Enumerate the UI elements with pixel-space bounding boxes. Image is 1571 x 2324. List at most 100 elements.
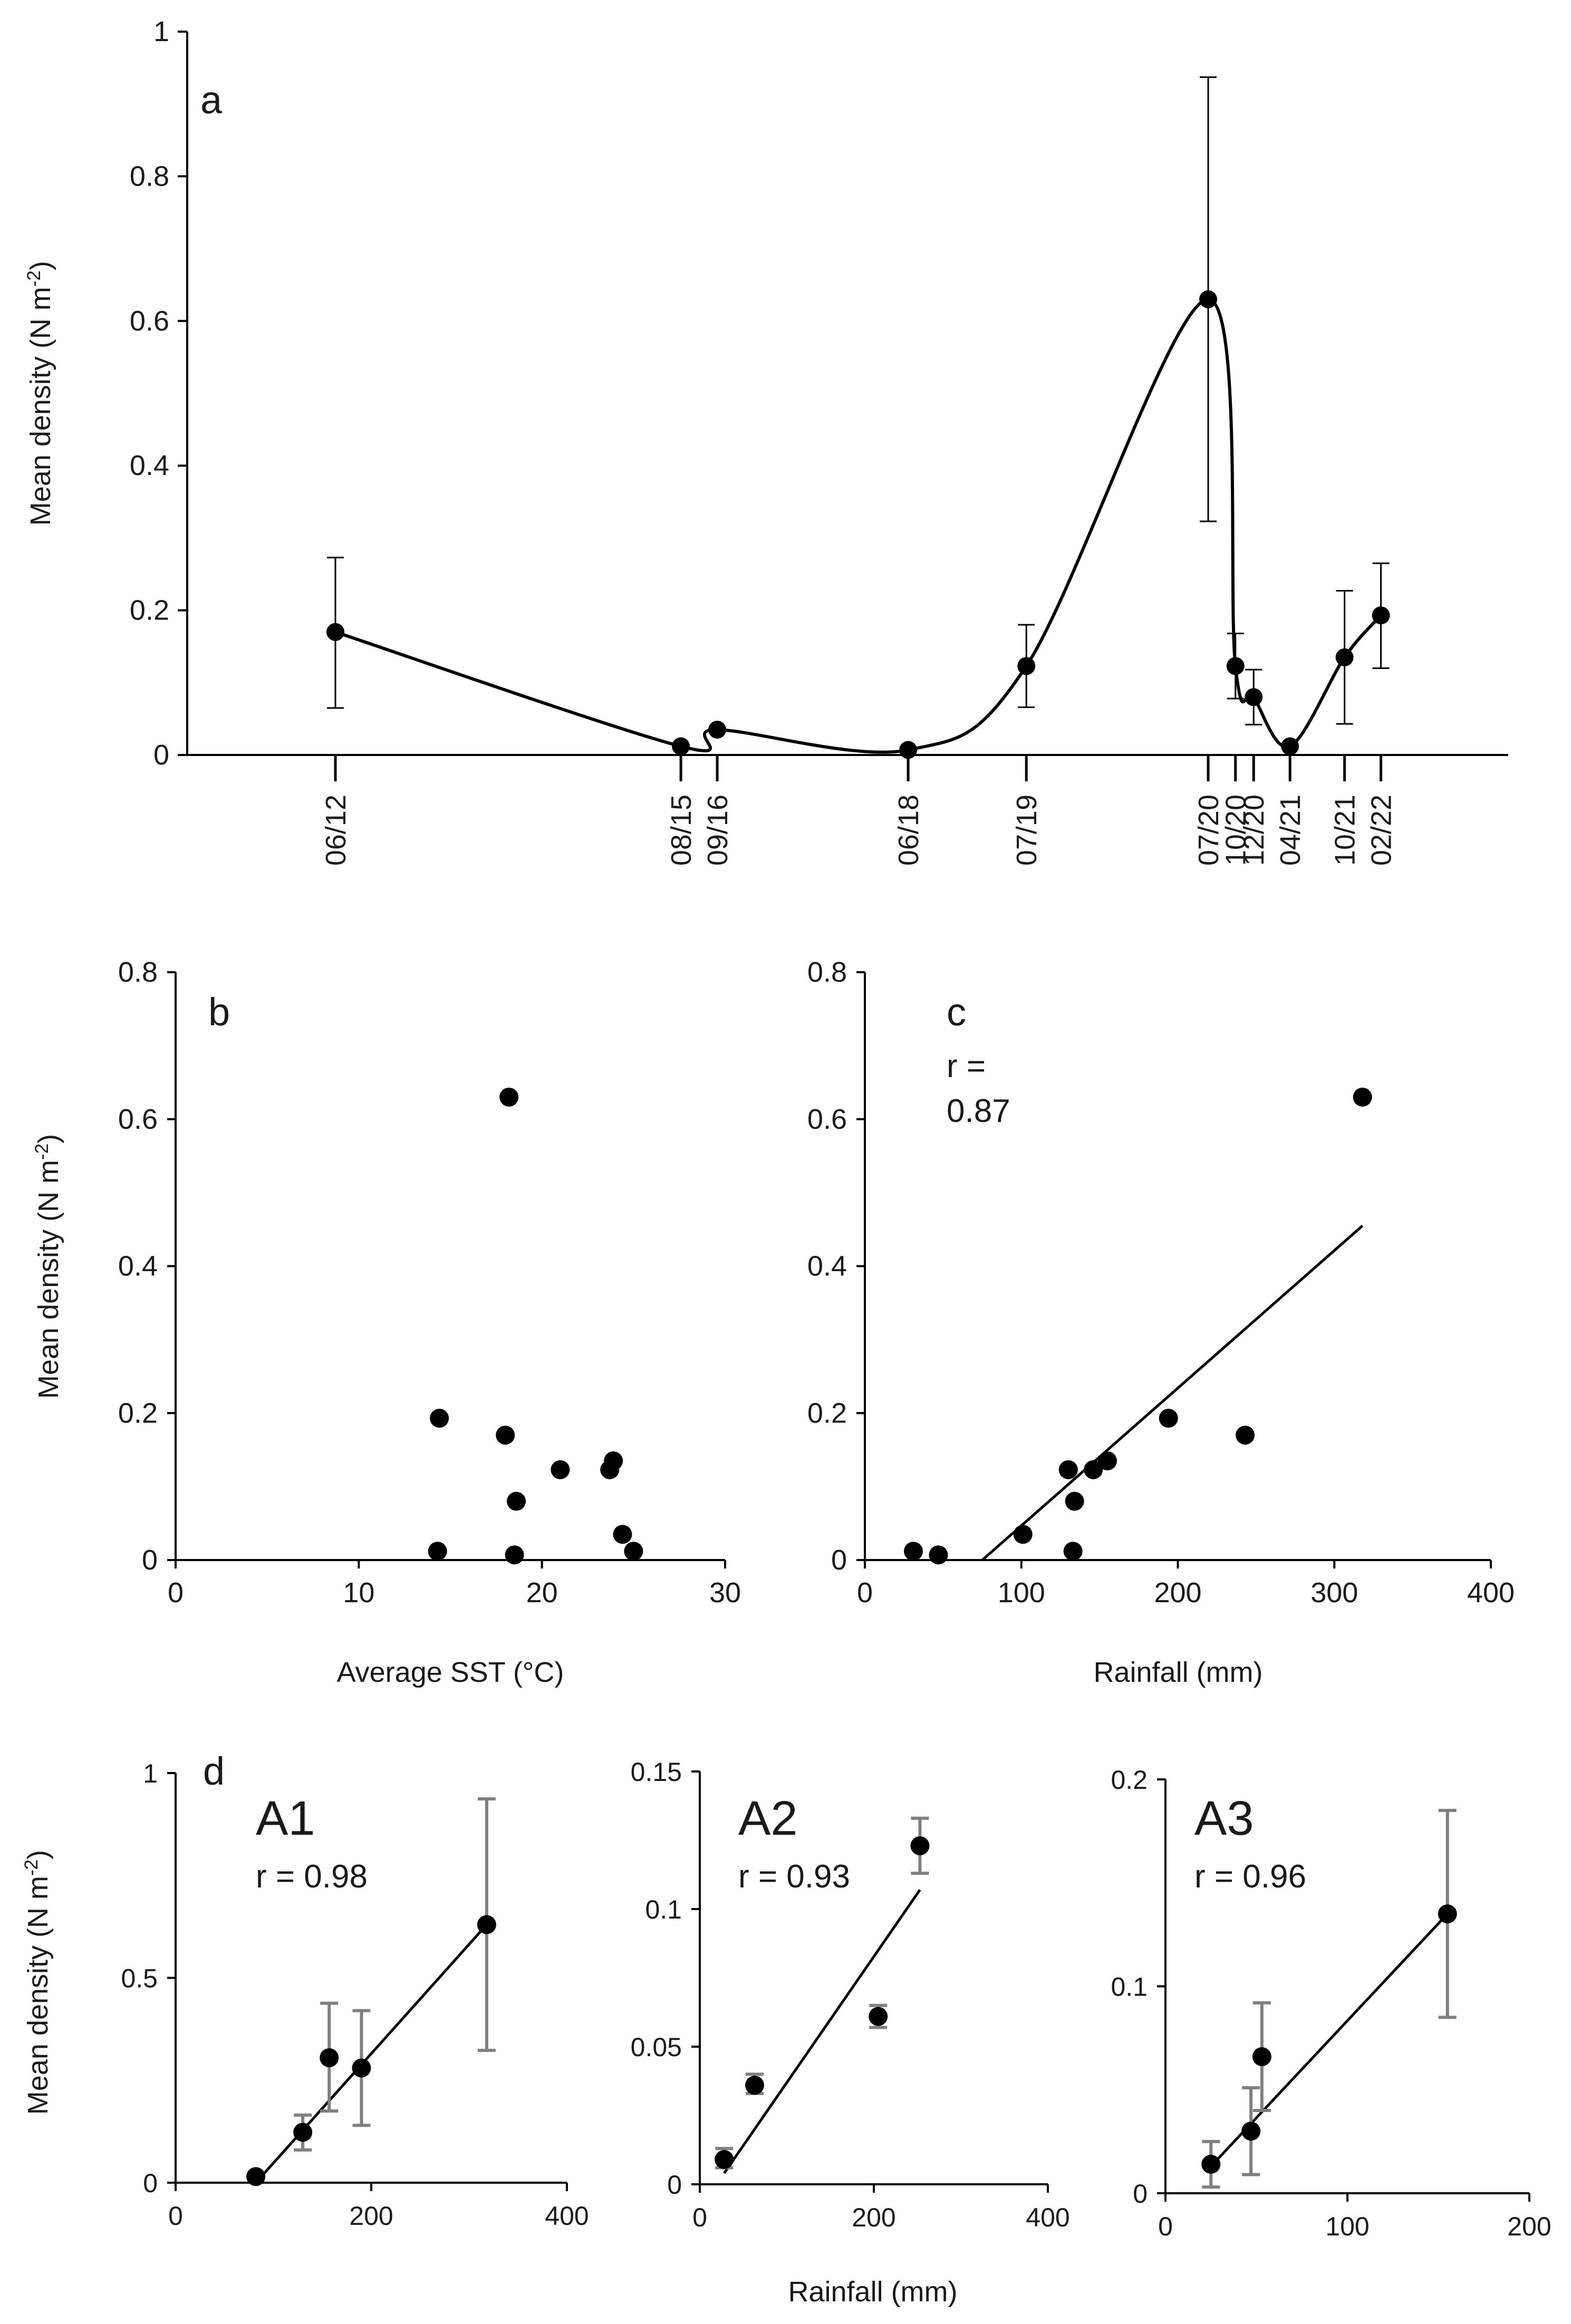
panel-d-A2-x-tick-label: 0 bbox=[692, 2203, 707, 2232]
panel-a-label: a bbox=[200, 78, 223, 122]
panel-d-A1-x-tick-label: 0 bbox=[168, 2201, 183, 2231]
panel-c-y-tick-label: 0.4 bbox=[807, 1251, 847, 1282]
panel-a-y-tick-label: 0.6 bbox=[130, 305, 169, 337]
panel-c-point bbox=[1058, 1460, 1078, 1479]
panel-b-y-tick-label: 0 bbox=[142, 1544, 158, 1576]
panel-d-A2-point bbox=[869, 2007, 888, 2026]
panel-a-date-label: 08/15 bbox=[666, 795, 697, 866]
panel-a-point bbox=[1335, 648, 1354, 666]
panel-a-date-label: 09/16 bbox=[702, 795, 734, 866]
panel-b-point bbox=[613, 1525, 632, 1544]
panel-b-point bbox=[507, 1492, 526, 1511]
panel-a-y-tick-label: 0.2 bbox=[130, 595, 169, 626]
panel-c-point bbox=[1084, 1460, 1103, 1479]
panel-a-y-axis-label: Mean density (N m-2) bbox=[24, 261, 57, 526]
panel-c-point bbox=[1236, 1426, 1255, 1445]
panel-d-A1-point bbox=[293, 2123, 313, 2142]
panel-d-A1-point bbox=[477, 1915, 496, 1934]
panel-d-A1-x-tick-label: 400 bbox=[545, 2201, 589, 2231]
panel-d-A2-y-tick-label: 0.05 bbox=[631, 2032, 682, 2062]
panel-d-y-axis-label: Mean density (N m-2) bbox=[21, 1850, 54, 2115]
panel-c-y-tick-label: 0.2 bbox=[807, 1397, 847, 1429]
panel-d-label: d bbox=[203, 1749, 225, 1793]
panel-d-A2-x-tick-label: 400 bbox=[1026, 2203, 1069, 2232]
panel-c-point bbox=[1063, 1542, 1083, 1561]
panel-c-point bbox=[1065, 1492, 1084, 1511]
panel-c-x-tick-label: 100 bbox=[998, 1577, 1045, 1609]
panel-c-r-label: r = bbox=[947, 1048, 986, 1084]
panel-a-y-tick-label: 0.8 bbox=[130, 160, 169, 192]
panel-c-x-tick-label: 0 bbox=[857, 1577, 873, 1609]
panel-c-y-tick-label: 0.8 bbox=[807, 956, 847, 988]
panel-d-A3-x-tick-label: 100 bbox=[1325, 2212, 1369, 2241]
panel-d-A1-title: A1 bbox=[256, 1792, 315, 1845]
panel-b-point bbox=[430, 1409, 449, 1428]
panel-b-x-tick-label: 10 bbox=[343, 1577, 374, 1609]
panel-c-point bbox=[1097, 1451, 1117, 1470]
panel-c-y-tick-label: 0.6 bbox=[807, 1103, 847, 1135]
panel-d-A1-point bbox=[246, 2167, 266, 2186]
panel-d-A2-r-label: r = 0.93 bbox=[738, 1858, 850, 1895]
panel-d-A3-r-label: r = 0.96 bbox=[1194, 1858, 1306, 1895]
panel-d-A1-point bbox=[352, 2058, 371, 2078]
panel-d-A3-x-tick-label: 0 bbox=[1158, 2212, 1173, 2241]
panel-c-point bbox=[1013, 1525, 1033, 1544]
panel-d-A2-title: A2 bbox=[738, 1792, 798, 1845]
panel-b-y-tick-label: 0.8 bbox=[118, 956, 158, 988]
panel-b-label: b bbox=[208, 990, 230, 1034]
panel-b-y-tick-label: 0.2 bbox=[118, 1397, 158, 1429]
panel-c-point bbox=[1353, 1087, 1372, 1107]
panel-d-A3-point bbox=[1241, 2122, 1261, 2141]
panel-d-A2-point bbox=[910, 1836, 930, 1855]
panel-b-point bbox=[428, 1542, 447, 1561]
panel-b-point bbox=[551, 1460, 570, 1479]
panel-b-point bbox=[499, 1087, 519, 1107]
panel-d-A3-point bbox=[1438, 1904, 1457, 1924]
panel-d-A3-y-tick-label: 0.1 bbox=[1111, 1972, 1148, 2002]
panel-d-A1-trend-line bbox=[255, 1923, 488, 2184]
panel-a-date-label: 10/21 bbox=[1329, 795, 1361, 866]
panel-b-y-tick-label: 0.4 bbox=[118, 1251, 158, 1282]
panel-d-A1-r-label: r = 0.98 bbox=[256, 1858, 368, 1895]
panel-b-x-tick-label: 30 bbox=[709, 1577, 741, 1609]
panel-a-point bbox=[326, 623, 344, 641]
panel-b-x-tick-label: 20 bbox=[526, 1577, 558, 1609]
panel-a-point bbox=[708, 720, 727, 739]
panel-a-point bbox=[1226, 657, 1245, 675]
panel-a-date-label: 06/18 bbox=[893, 795, 924, 866]
panel-c-point bbox=[1159, 1409, 1178, 1428]
panel-d-A1-y-tick-label: 0 bbox=[143, 2168, 158, 2198]
panel-a-point bbox=[1372, 606, 1390, 625]
panel-b-point bbox=[604, 1451, 623, 1470]
panel-a-point bbox=[1199, 290, 1218, 308]
panel-d-A1-y-tick-label: 1 bbox=[143, 1759, 158, 1788]
panel-c-r-value: 0.87 bbox=[947, 1093, 1010, 1129]
panel-a-date-label: 02/22 bbox=[1366, 795, 1397, 866]
panel-d-A3-x-tick-label: 200 bbox=[1507, 2212, 1551, 2241]
panel-c-point bbox=[903, 1542, 923, 1561]
panel-d-A2-y-tick-label: 0 bbox=[667, 2170, 682, 2200]
panel-b-x-axis-label: Average SST (°C) bbox=[337, 1657, 564, 1688]
panel-c-point bbox=[929, 1545, 948, 1565]
panel-c-x-tick-label: 300 bbox=[1310, 1577, 1358, 1609]
panel-a-date-label: 04/21 bbox=[1275, 795, 1306, 866]
panel-d-A2-trend-line bbox=[723, 1889, 921, 2174]
panel-a-point bbox=[1245, 688, 1263, 706]
panel-a-y-tick-label: 0.4 bbox=[130, 450, 169, 481]
panel-d-A2-point bbox=[745, 2076, 764, 2095]
panel-c-x-tick-label: 400 bbox=[1467, 1577, 1515, 1609]
panel-d-A1-x-tick-label: 200 bbox=[349, 2201, 393, 2231]
panel-c-x-axis-label: Rainfall (mm) bbox=[1093, 1657, 1262, 1688]
panel-a-point bbox=[1281, 737, 1299, 756]
panel-c-trend-line bbox=[981, 1224, 1364, 1561]
panel-c-x-tick-label: 200 bbox=[1154, 1577, 1201, 1609]
panel-d-A2-point bbox=[715, 2150, 734, 2170]
panel-b-point bbox=[505, 1545, 524, 1565]
panel-a-date-label: 06/12 bbox=[320, 795, 352, 866]
panel-a-point bbox=[899, 741, 918, 759]
panel-d-A1-y-tick-label: 0.5 bbox=[121, 1964, 158, 1993]
panel-b-point bbox=[496, 1426, 515, 1445]
panel-a-date-label: 07/20 bbox=[1193, 795, 1225, 866]
panel-d-A1-point bbox=[320, 2048, 339, 2068]
